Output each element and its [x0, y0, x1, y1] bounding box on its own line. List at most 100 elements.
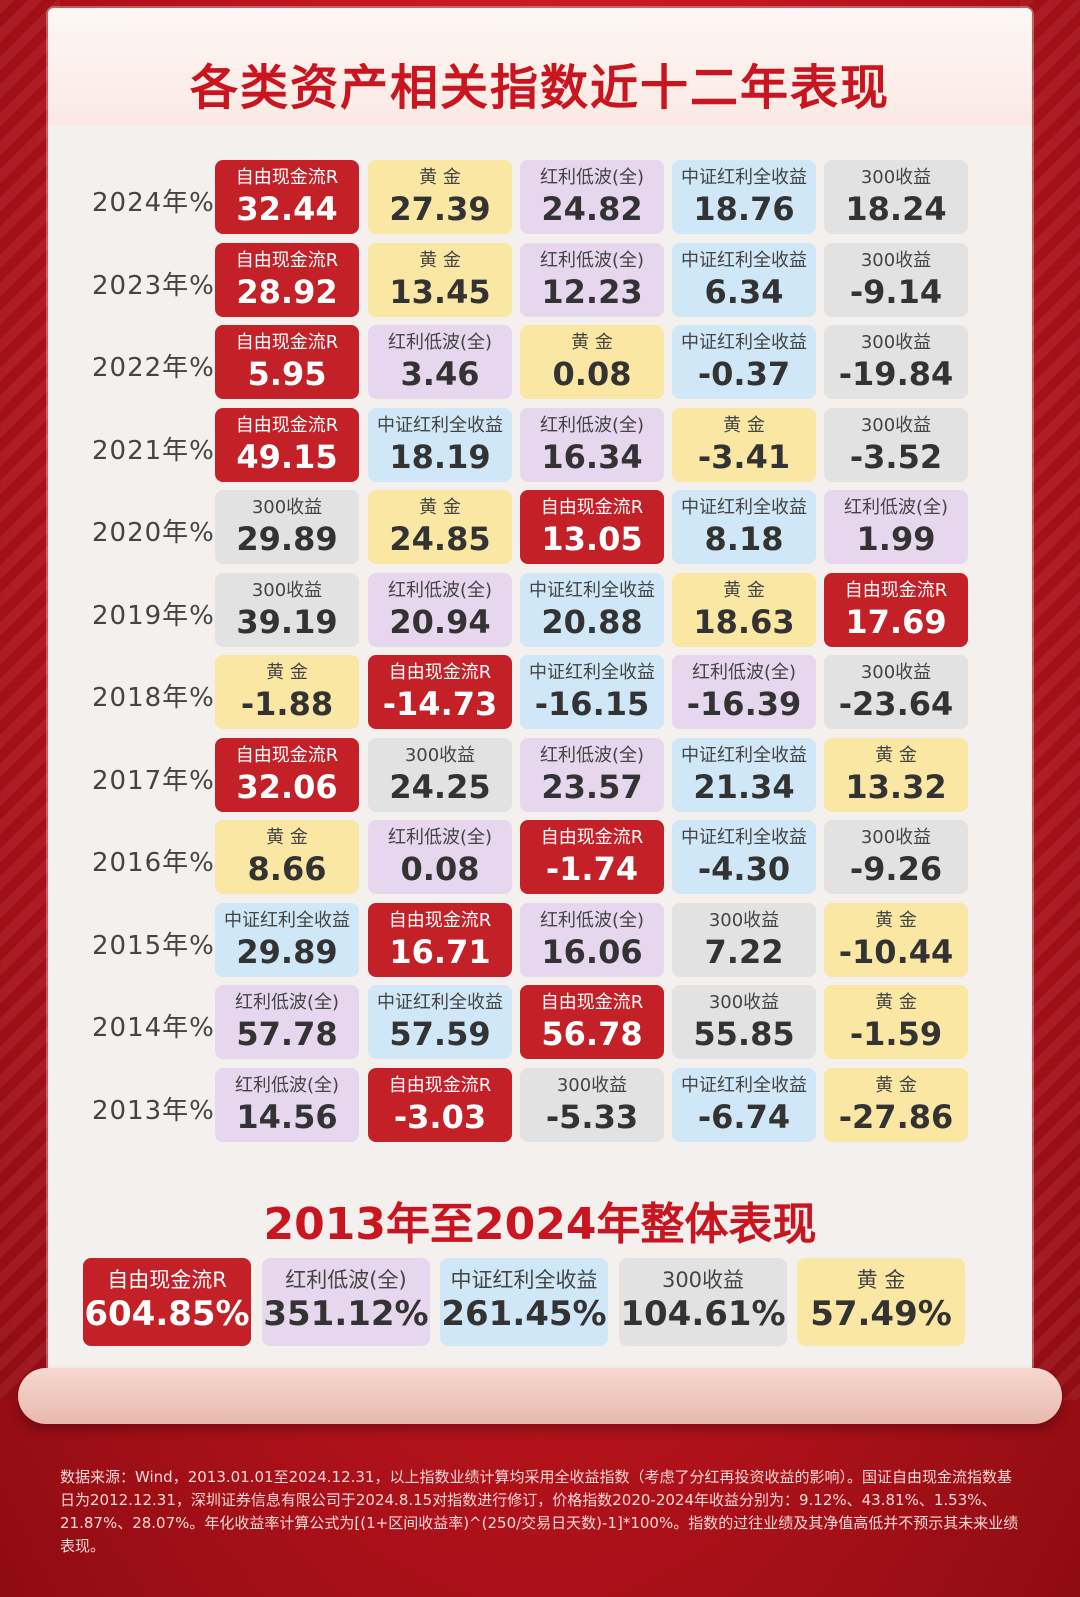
- title-band: 各类资产相关指数近十二年表现: [48, 8, 1032, 126]
- data-cell: 300收益 24.25: [368, 737, 512, 812]
- data-cell: 自由现金流R 28.92: [215, 242, 359, 317]
- cell-index-name: 中证红利全收益: [681, 497, 807, 518]
- cell-index-name: 300收益: [860, 332, 932, 353]
- cell-index-name: 中证红利全收益: [681, 827, 807, 848]
- cell-index-name: 自由现金流R: [388, 662, 492, 683]
- cell-index-name: 自由现金流R: [235, 332, 339, 353]
- cell-index-name: 自由现金流R: [235, 249, 339, 271]
- data-cell: 中证红利全收益 18.76: [672, 160, 816, 234]
- data-cell: 红利低波(全) 3.46: [368, 325, 512, 399]
- cell-index-name: 黄 金: [875, 909, 917, 931]
- table-row: 2020年% 300收益 29.89 黄 金 24.85 自由现金流R 13.05 中证红利全…: [48, 490, 1032, 564]
- summary-return-value: 104.61%: [620, 1294, 786, 1334]
- cell-index-name: 300收益: [404, 744, 476, 766]
- cell-index-name: 黄 金: [419, 167, 461, 188]
- table-row: 2017年% 自由现金流R 32.06 300收益 24.25 红利低波(全) 23.57 中…: [48, 737, 1032, 812]
- summary-cell: 300收益 104.61%: [619, 1258, 787, 1346]
- data-cell: 300收益 -23.64: [824, 655, 968, 729]
- cell-return-value: 16.34: [541, 437, 643, 476]
- cell-index-name: 自由现金流R: [540, 827, 644, 848]
- data-cell: 黄 金 27.39: [368, 160, 512, 234]
- cell-index-name: 黄 金: [723, 579, 765, 601]
- data-cell: 300收益 -5.33: [520, 1067, 664, 1142]
- data-cell: 红利低波(全) 16.34: [520, 407, 664, 482]
- cell-return-value: -1.59: [849, 1015, 943, 1053]
- cell-return-value: 39.19: [236, 602, 338, 641]
- data-cell: 红利低波(全) -16.39: [672, 655, 816, 729]
- cell-index-name: 300收益: [860, 827, 932, 848]
- data-cell: 自由现金流R -1.74: [520, 820, 664, 894]
- cell-return-value: 0.08: [552, 355, 632, 393]
- data-cell: 中证红利全收益 57.59: [368, 985, 512, 1059]
- cell-index-name: 红利低波(全): [387, 332, 493, 353]
- footnote: 数据来源：Wind，2013.01.01至2024.12.31，以上指数业绩计算…: [60, 1468, 1019, 1555]
- cell-return-value: 21.34: [693, 767, 795, 806]
- cell-index-name: 黄 金: [723, 414, 765, 436]
- cell-index-name: 自由现金流R: [235, 414, 339, 436]
- cell-index-name: 300收益: [251, 579, 323, 601]
- data-cell: 中证红利全收益 -4.30: [672, 820, 816, 894]
- summary-title: 2013年至2024年整体表现: [263, 1199, 817, 1250]
- cell-index-name: 自由现金流R: [540, 992, 644, 1013]
- cell-return-value: -10.44: [838, 932, 954, 971]
- data-cell: 中证红利全收益 20.88: [520, 572, 664, 647]
- cell-return-value: -14.73: [382, 685, 498, 723]
- cell-index-name: 黄 金: [419, 249, 461, 271]
- summary-return-value: 351.12%: [263, 1294, 429, 1334]
- year-label: 2016年%: [92, 848, 215, 878]
- data-cell: 300收益 18.24: [824, 160, 968, 234]
- data-cell: 300收益 -19.84: [824, 325, 968, 399]
- cell-index-name: 300收益: [860, 662, 932, 683]
- data-cell: 黄 金 0.08: [520, 325, 664, 399]
- summary-index-name: 黄 金: [856, 1268, 906, 1292]
- cell-return-value: -27.86: [838, 1097, 954, 1136]
- year-label: 2018年%: [92, 683, 215, 713]
- data-cell: 黄 金 13.45: [368, 242, 512, 317]
- cell-return-value: -9.14: [849, 272, 943, 311]
- data-cell: 自由现金流R -3.03: [368, 1067, 512, 1142]
- cell-return-value: 55.85: [693, 1015, 795, 1053]
- cell-return-value: -6.74: [697, 1097, 791, 1136]
- cell-return-value: 0.08: [400, 850, 480, 888]
- data-cell: 300收益 -3.52: [824, 407, 968, 482]
- summary-cell: 红利低波(全) 351.12%: [262, 1258, 430, 1346]
- data-cell: 中证红利全收益 21.34: [672, 737, 816, 812]
- data-cell: 红利低波(全) 14.56: [215, 1067, 359, 1142]
- cell-index-name: 红利低波(全): [539, 909, 645, 931]
- summary-cell: 黄 金 57.49%: [797, 1258, 965, 1346]
- cell-index-name: 自由现金流R: [235, 744, 339, 766]
- data-cell: 红利低波(全) 23.57: [520, 737, 664, 812]
- table-row: 2016年% 黄 金 8.66 红利低波(全) 0.08 自由现金流R -1.74 中证红利全…: [48, 820, 1032, 894]
- main-panel: 各类资产相关指数近十二年表现 2024年% 自由现金流R 32.44 黄 金 27.39…: [48, 8, 1032, 1418]
- cell-index-name: 自由现金流R: [388, 1074, 492, 1096]
- cell-return-value: 18.63: [693, 602, 795, 641]
- data-cell: 红利低波(全) 1.99: [824, 490, 968, 564]
- cell-index-name: 黄 金: [266, 827, 308, 848]
- table-row: 2019年% 300收益 39.19 红利低波(全) 20.94 中证红利全收益 20.88…: [48, 572, 1032, 647]
- cell-return-value: 20.94: [389, 602, 491, 641]
- data-cell: 黄 金 -1.88: [215, 655, 359, 729]
- data-cell: 红利低波(全) 20.94: [368, 572, 512, 647]
- cell-return-value: 18.76: [693, 190, 795, 228]
- cell-return-value: 24.85: [389, 520, 491, 558]
- cell-index-name: 自由现金流R: [388, 909, 492, 931]
- panel-tray-decoration: [18, 1368, 1062, 1424]
- summary-index-name: 红利低波(全): [285, 1268, 407, 1292]
- cell-index-name: 300收益: [860, 414, 932, 436]
- cell-return-value: 17.69: [845, 602, 947, 641]
- cell-return-value: -16.39: [686, 685, 802, 723]
- year-label: 2023年%: [92, 270, 215, 301]
- data-cell: 自由现金流R 49.15: [215, 407, 359, 482]
- data-cell: 300收益 55.85: [672, 985, 816, 1059]
- cell-index-name: 红利低波(全): [234, 992, 340, 1013]
- cell-return-value: 32.06: [236, 767, 338, 806]
- cell-return-value: 32.44: [236, 190, 338, 228]
- cell-index-name: 黄 金: [266, 662, 308, 683]
- data-cell: 300收益 7.22: [672, 902, 816, 977]
- cell-return-value: 56.78: [541, 1015, 643, 1053]
- cell-return-value: -5.33: [545, 1097, 639, 1136]
- cell-return-value: 14.56: [236, 1097, 338, 1136]
- data-cell: 红利低波(全) 12.23: [520, 242, 664, 317]
- cell-index-name: 红利低波(全): [843, 497, 949, 518]
- cell-index-name: 红利低波(全): [539, 744, 645, 766]
